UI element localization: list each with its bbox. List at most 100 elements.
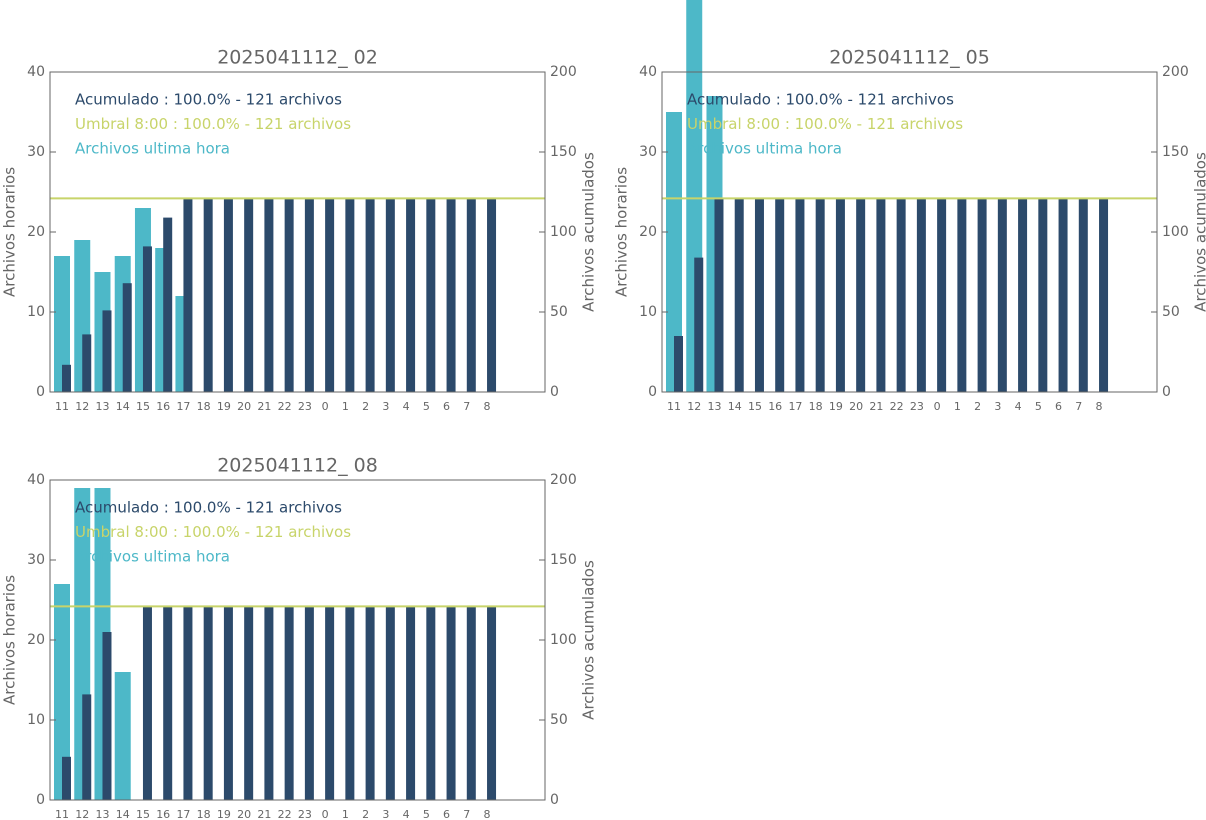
cumulative-bar — [487, 198, 497, 392]
y-axis-label: Archivos horarios — [1, 575, 19, 705]
cumulative-bar — [406, 606, 416, 800]
cumulative-bar — [1078, 198, 1088, 392]
x-tick-label: 11 — [55, 808, 69, 820]
cumulative-bar — [977, 198, 987, 392]
legend-entry: Umbral 8:00 : 100.0% - 121 archivos — [75, 523, 351, 541]
cumulative-bar — [223, 198, 233, 392]
cumulative-bar — [82, 694, 92, 800]
cumulative-bar — [957, 198, 967, 392]
x-tick-label: 8 — [484, 400, 491, 413]
x-tick-label: 15 — [136, 400, 150, 413]
y-tick-label: 10 — [27, 712, 45, 728]
x-tick-label: 20 — [237, 808, 251, 820]
y-tick-label: 0 — [648, 384, 657, 400]
y2-tick-label: 100 — [550, 632, 577, 648]
cumulative-bar — [385, 198, 395, 392]
x-tick-label: 13 — [95, 808, 109, 820]
legend-entry: Umbral 8:00 : 100.0% - 121 archivos — [75, 115, 351, 133]
x-tick-label: 14 — [116, 400, 130, 413]
x-tick-label: 13 — [95, 400, 109, 413]
x-tick-label: 5 — [423, 400, 430, 413]
x-tick-label: 19 — [217, 808, 231, 820]
x-tick-label: 16 — [768, 400, 782, 413]
cumulative-bar — [325, 606, 335, 800]
x-tick-label: 4 — [1015, 400, 1022, 413]
x-tick-label: 5 — [1035, 400, 1042, 413]
cumulative-bar — [835, 198, 845, 392]
y2-tick-label: 50 — [550, 304, 568, 320]
y2-axis-label: Archivos acumulados — [580, 152, 598, 312]
chart-title: 2025041112_ 08 — [217, 455, 378, 477]
cumulative-bar — [876, 198, 886, 392]
x-tick-label: 23 — [298, 400, 312, 413]
y-tick-label: 20 — [27, 224, 45, 240]
y2-tick-label: 50 — [1162, 304, 1180, 320]
cumulative-bar — [856, 198, 866, 392]
y-tick-label: 30 — [27, 552, 45, 568]
x-tick-label: 15 — [136, 808, 150, 820]
cumulative-bar — [264, 606, 274, 800]
legend-entry: Archivos ultima hora — [75, 140, 230, 158]
x-tick-label: 1 — [954, 400, 961, 413]
cumulative-bar — [163, 606, 173, 800]
x-tick-label: 11 — [55, 400, 69, 413]
cumulative-bar — [102, 310, 112, 392]
y-tick-label: 30 — [639, 144, 657, 160]
y2-tick-label: 0 — [550, 384, 559, 400]
y-tick-label: 40 — [639, 64, 657, 80]
legend-entry: Archivos ultima hora — [75, 548, 230, 566]
x-tick-label: 4 — [403, 808, 410, 820]
cumulative-bar — [775, 198, 785, 392]
x-tick-label: 21 — [257, 808, 271, 820]
cumulative-bar — [426, 198, 436, 392]
cumulative-bar — [734, 198, 744, 392]
cumulative-bar — [325, 198, 335, 392]
x-tick-label: 15 — [748, 400, 762, 413]
x-tick-label: 17 — [788, 400, 802, 413]
x-tick-label: 7 — [463, 808, 470, 820]
y-tick-label: 10 — [27, 304, 45, 320]
legend-entry: Acumulado : 100.0% - 121 archivos — [687, 91, 954, 109]
cumulative-bar — [815, 198, 825, 392]
cumulative-bar — [997, 198, 1007, 392]
y2-tick-label: 150 — [1162, 144, 1189, 160]
y2-tick-label: 150 — [550, 144, 577, 160]
x-tick-label: 21 — [869, 400, 883, 413]
cumulative-bar — [795, 198, 805, 392]
x-tick-label: 12 — [75, 808, 89, 820]
x-tick-label: 3 — [382, 400, 389, 413]
y-tick-label: 10 — [639, 304, 657, 320]
hourly-bar — [114, 672, 131, 800]
y-tick-label: 20 — [639, 224, 657, 240]
legend-entry: Umbral 8:00 : 100.0% - 121 archivos — [687, 115, 963, 133]
x-tick-label: 8 — [484, 808, 491, 820]
y2-tick-label: 150 — [550, 552, 577, 568]
cumulative-bar — [244, 606, 254, 800]
cumulative-bar — [1038, 198, 1048, 392]
cumulative-bar — [937, 198, 947, 392]
y2-tick-label: 200 — [550, 64, 577, 80]
x-tick-label: 6 — [1055, 400, 1062, 413]
x-tick-label: 17 — [176, 808, 190, 820]
x-tick-label: 3 — [994, 400, 1001, 413]
cumulative-bar — [345, 606, 355, 800]
cumulative-bar — [1058, 198, 1068, 392]
cumulative-bar — [487, 606, 497, 800]
x-tick-label: 22 — [278, 400, 292, 413]
x-tick-label: 23 — [910, 400, 924, 413]
y-tick-label: 40 — [27, 64, 45, 80]
chart-title: 2025041112_ 02 — [217, 47, 378, 69]
cumulative-bar — [284, 198, 294, 392]
y2-tick-label: 100 — [550, 224, 577, 240]
x-tick-label: 1 — [342, 400, 349, 413]
cumulative-bar — [1099, 198, 1109, 392]
cumulative-bar — [916, 198, 926, 392]
cumulative-bar — [304, 606, 314, 800]
x-tick-label: 0 — [322, 808, 329, 820]
x-tick-label: 0 — [322, 400, 329, 413]
y-axis-label: Archivos horarios — [613, 167, 631, 297]
y-axis-label: Archivos horarios — [1, 167, 19, 297]
x-tick-label: 3 — [382, 808, 389, 820]
y-tick-label: 0 — [36, 384, 45, 400]
